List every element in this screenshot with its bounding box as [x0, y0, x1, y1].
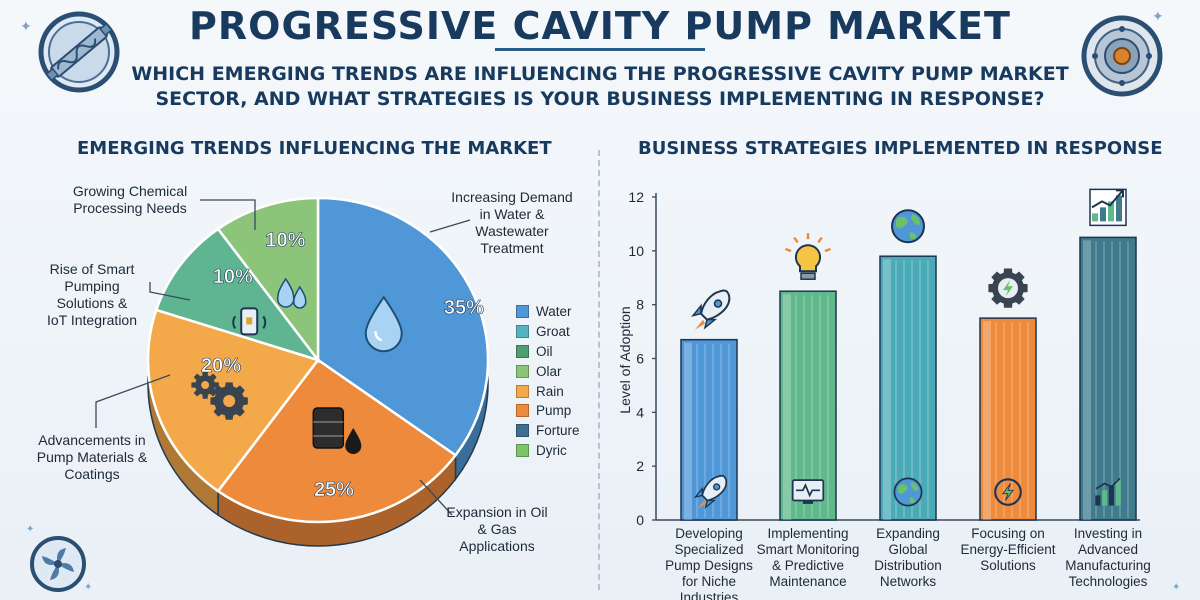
y-tick-label: 12: [628, 189, 644, 205]
section-divider: [598, 150, 600, 590]
legend-entry: Oil: [516, 342, 580, 362]
pie-slice-value-label: 20%: [201, 355, 241, 377]
pie-slice: [316, 196, 490, 457]
rocket-icon: [691, 289, 731, 330]
pie-slice-value-label: 35%: [444, 297, 484, 319]
energy-icon: [994, 478, 1022, 506]
legend-swatch: [516, 364, 529, 378]
legend-entry: Dyric: [516, 441, 580, 461]
pie-slice-value-label: 10%: [265, 229, 305, 251]
callout-line: [429, 219, 471, 233]
pie-chart: 35% 25% 20% 10% 10% Increasing Demand in Wate…: [37, 183, 573, 554]
y-tick-label: 2: [636, 458, 644, 474]
pie-slice-value-label: 10%: [213, 266, 253, 288]
energy-gear-icon: [988, 268, 1028, 308]
pie-slice-value-label: 25%: [314, 479, 354, 501]
x-tick-label: Implementing Smart Monitoring & Predictive…: [757, 526, 860, 589]
y-tick-label: 6: [636, 351, 644, 367]
pump-badge-icon: [38, 11, 120, 93]
pie-legend: Water Groat Oil Olar Rain Pump Forture Dyric: [516, 302, 580, 460]
bar-chart-title: BUSINESS STRATEGIES IMPLEMENTED IN RESPO…: [638, 138, 1163, 159]
bar-chart-icon: [1095, 477, 1121, 506]
legend-label: Pump: [536, 403, 572, 419]
legend-entry: Groat: [516, 322, 580, 342]
smartphone-icon: [232, 307, 267, 336]
callout-line: [95, 374, 171, 428]
growth-chart-icon: [1089, 188, 1127, 227]
legend-label: Rain: [536, 383, 564, 399]
pie-slice-callout-label: Rise of Smart Pumping Solutions & IoT Integ…: [47, 261, 137, 328]
sparkle-icon: ✦: [1172, 582, 1181, 593]
legend-swatch: [516, 344, 529, 358]
legend-swatch: [516, 424, 529, 438]
bar: [779, 290, 837, 521]
pie-chart-title: EMERGING TRENDS INFLUENCING THE MARKET: [77, 138, 552, 159]
bar: [1079, 236, 1137, 521]
callout-line: [149, 282, 191, 301]
y-tick-label: 10: [628, 243, 644, 259]
chemical-drops-icon: [276, 277, 307, 309]
y-axis-label: Level of Adoption: [617, 306, 633, 413]
legend-label: Oil: [536, 343, 553, 359]
globe-icon: [893, 477, 923, 507]
monitor-pulse-icon: [791, 479, 825, 504]
pie-slice: [154, 227, 322, 363]
pie-slice-callout-label: Advancements in Pump Materials & Coatings: [37, 432, 148, 482]
pie-slice: [216, 196, 320, 364]
oil-barrel-icon: [312, 407, 362, 455]
sparkle-icon: ✦: [84, 582, 93, 593]
page-subtitle: WHICH EMERGING TRENDS ARE INFLUENCING TH…: [131, 63, 1069, 110]
legend-entry: Rain: [516, 381, 580, 401]
title-underline: [495, 48, 705, 51]
legend-label: Olar: [536, 363, 562, 379]
legend-label: Water: [536, 304, 572, 320]
globe-icon: [891, 209, 925, 244]
legend-label: Forture: [536, 423, 580, 439]
legend-entry: Pump: [516, 401, 580, 421]
legend-label: Groat: [536, 324, 570, 340]
legend-entry: Forture: [516, 421, 580, 441]
legend-swatch: [516, 384, 529, 398]
legend-swatch: [516, 325, 529, 339]
x-tick-label: Developing Specialized Pump Designs for Nic…: [665, 526, 753, 600]
pie-slice-callout-label: Increasing Demand in Water & Wastewater Tre…: [451, 189, 572, 256]
rocket-icon: [693, 474, 728, 509]
pie-slice-callout-label: Growing Chemical Processing Needs: [73, 183, 187, 216]
legend-entry: Olar: [516, 361, 580, 381]
legend-swatch: [516, 305, 529, 319]
bar-chart: Level of Adoption 0 2 4 6 8 10 12 Developing Sp…: [617, 188, 1151, 600]
x-tick-label: Expanding Global Distribution Networks: [874, 526, 942, 589]
legend-swatch: [516, 443, 529, 457]
gears-icon: [191, 371, 248, 420]
sparkle-icon: ✦: [20, 18, 32, 34]
impeller-badge-icon: [30, 536, 86, 592]
sparkle-icon: ✦: [1152, 8, 1164, 24]
callout-line: [200, 199, 256, 230]
y-tick-label: 0: [636, 512, 644, 528]
sparkle-icon: ✦: [26, 524, 35, 535]
bar: [879, 255, 937, 521]
x-tick-label: Investing in Advanced Manufacturing Technol…: [1065, 526, 1151, 589]
y-tick-label: 4: [636, 404, 644, 420]
page-title: PROGRESSIVE CAVITY PUMP MARKET: [189, 4, 1011, 48]
callout-line: [419, 479, 453, 516]
legend-entry: Water: [516, 302, 580, 322]
x-tick-label: Focusing on Energy-Efficient Solutions: [960, 526, 1055, 573]
water-drop-icon: [364, 295, 403, 353]
pump-rotor-badge-icon: [1081, 15, 1163, 97]
y-tick-label: 8: [636, 297, 644, 313]
pie-slice-callout-label: Expansion in Oil & Gas Applications: [446, 504, 547, 554]
legend-label: Dyric: [536, 442, 567, 458]
legend-swatch: [516, 404, 529, 418]
lightbulb-icon: [785, 233, 831, 280]
